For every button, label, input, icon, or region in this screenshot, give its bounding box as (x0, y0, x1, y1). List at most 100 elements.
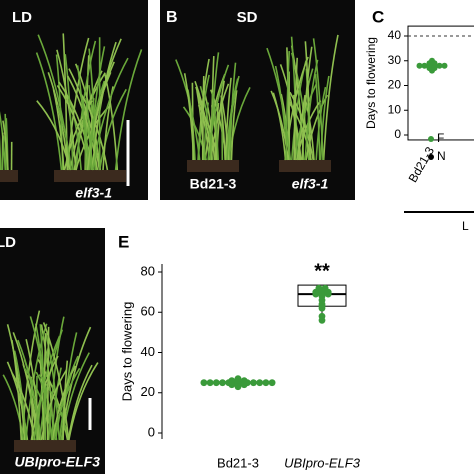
plant-leaf (2, 374, 25, 441)
photo-genotype: elf3-1 (292, 176, 329, 192)
plant-leaf (25, 323, 48, 441)
data-point (234, 375, 242, 383)
y-axis-label: Days to flowering (364, 37, 378, 129)
plant-leaf (319, 75, 330, 161)
pot (279, 160, 331, 172)
plant-leaf (301, 46, 313, 161)
plant-leaf (230, 90, 238, 161)
y-tick-label: 20 (141, 384, 155, 399)
plant-leaf (220, 105, 226, 161)
plant-leaf (114, 49, 143, 171)
plant-leaf (293, 83, 317, 161)
significance: ** (314, 260, 330, 282)
photo-condition: LD (12, 9, 32, 26)
plant-leaf (35, 52, 63, 171)
data-point (441, 62, 448, 69)
y-tick-label: 0 (394, 127, 401, 141)
data-point (268, 379, 276, 387)
y-tick-label: 30 (388, 53, 402, 67)
plant-leaf (285, 50, 291, 161)
data-point (250, 379, 257, 387)
plant-leaf (197, 104, 219, 161)
data-point (206, 379, 214, 387)
plant-leaf (80, 93, 109, 171)
data-point (318, 316, 326, 324)
y-tick-label: 0 (148, 424, 155, 439)
plant-leaf (266, 47, 292, 161)
plant-leaf (304, 99, 315, 161)
plant-leaf (295, 100, 322, 161)
plant-leaf (203, 102, 209, 161)
plant-leaf (289, 91, 314, 161)
plant-leaf (52, 365, 77, 441)
y-tick-label: 80 (141, 263, 155, 278)
y-tick-label: 40 (141, 344, 155, 359)
plant-leaf (52, 89, 65, 171)
panel-label: B (166, 9, 178, 26)
plant-leaf (272, 92, 287, 161)
plant-leaf (226, 75, 240, 161)
plant-leaf (315, 86, 327, 161)
y-tick-label: 60 (141, 304, 155, 319)
data-point (324, 290, 332, 298)
plant-leaf (39, 324, 47, 441)
plant-leaf (210, 83, 230, 161)
data-point (312, 290, 320, 298)
photo-condition: LD (0, 234, 16, 251)
data-point (240, 377, 248, 385)
plant-leaf (40, 369, 68, 441)
panel-label: C (372, 7, 384, 26)
plant-leaf (312, 38, 324, 161)
legend-marker (428, 136, 434, 142)
plant-leaf (68, 362, 99, 441)
plant-leaf (211, 92, 220, 161)
photo-genotype: UBIpro-ELF3 (14, 454, 100, 470)
plant-leaf (63, 100, 93, 171)
y-tick-label: 40 (388, 28, 402, 42)
legend-label: N (437, 149, 446, 163)
x-tick-label: Bd21-3 (217, 455, 259, 470)
data-point (436, 62, 443, 69)
plant-leaf (89, 46, 106, 171)
photo-genotype: elf3-1 (75, 185, 112, 201)
plant-leaf (286, 99, 312, 161)
data-point (256, 379, 264, 387)
data-point (416, 62, 423, 69)
plant-leaf (11, 339, 23, 441)
plant-leaf (0, 134, 2, 171)
plant-leaf (98, 88, 127, 171)
plant-leaf (1, 135, 6, 171)
plant-leaf (270, 90, 290, 161)
pot (0, 170, 18, 182)
photo-genotype: Bd21-3 (190, 176, 237, 192)
plant-leaf (175, 59, 201, 161)
photo-condition: SD (237, 9, 258, 26)
plant-leaf (66, 75, 99, 171)
plant-leaf (224, 77, 232, 161)
plant-leaf (69, 100, 82, 171)
y-axis-label: Days to flowering (119, 302, 134, 402)
panel-label: E (118, 232, 129, 251)
plant-leaf (85, 97, 93, 171)
legend-label: F (437, 131, 444, 145)
plant-leaf (304, 59, 319, 161)
data-point (429, 57, 435, 64)
plant-leaf (2, 120, 9, 171)
plant-leaf (46, 326, 50, 441)
plant-leaf (86, 38, 122, 171)
data-point (212, 379, 220, 387)
y-tick-label: 20 (388, 78, 402, 92)
y-tick-label: 10 (388, 102, 402, 116)
plant-leaf (42, 322, 70, 441)
plant-leaf (314, 74, 321, 161)
data-point (429, 67, 435, 74)
plant-leaf (322, 34, 339, 161)
plant-leaf (22, 366, 55, 441)
plant-leaf (6, 324, 26, 441)
plant-leaf (215, 80, 225, 161)
x-tick-label: Bd21-3 (406, 144, 438, 185)
data-point (234, 383, 242, 391)
data-point (200, 379, 208, 387)
pot (14, 440, 76, 452)
